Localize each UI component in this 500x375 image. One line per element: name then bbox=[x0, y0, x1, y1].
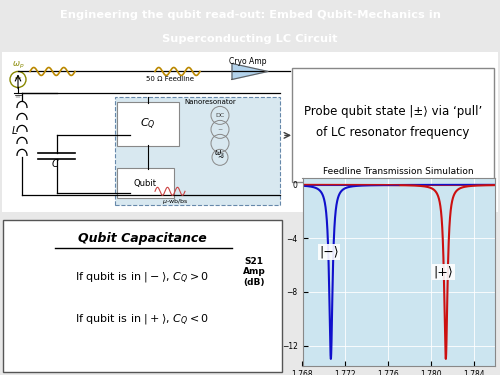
Text: $L$: $L$ bbox=[10, 124, 18, 136]
Text: $C$: $C$ bbox=[50, 158, 59, 170]
FancyBboxPatch shape bbox=[115, 98, 280, 205]
Polygon shape bbox=[232, 63, 268, 80]
FancyBboxPatch shape bbox=[8, 56, 288, 207]
Text: $\omega_p$: $\omega_p$ bbox=[12, 60, 24, 71]
Text: $\mu$-wb/bs: $\mu$-wb/bs bbox=[162, 197, 188, 206]
Text: Engineering the qubit read-out: Embed Qubit-Mechanics in: Engineering the qubit read-out: Embed Qu… bbox=[60, 10, 440, 20]
Text: ~: ~ bbox=[218, 127, 222, 132]
Y-axis label: S21
Amp
(dB): S21 Amp (dB) bbox=[242, 257, 266, 287]
FancyBboxPatch shape bbox=[117, 168, 174, 198]
Text: $C_Q$: $C_Q$ bbox=[140, 117, 156, 132]
Text: $\omega_s$: $\omega_s$ bbox=[214, 148, 226, 159]
Text: If qubit is in $|-\rangle$, $C_Q > 0$: If qubit is in $|-\rangle$, $C_Q > 0$ bbox=[75, 271, 209, 285]
Text: Qubit: Qubit bbox=[134, 179, 156, 188]
Text: |+⟩: |+⟩ bbox=[434, 266, 454, 278]
Text: Superconducting LC Circuit: Superconducting LC Circuit bbox=[162, 34, 338, 44]
Title: Feedline Transmission Simulation: Feedline Transmission Simulation bbox=[324, 167, 474, 176]
Text: Nanoresonator: Nanoresonator bbox=[184, 99, 236, 105]
Text: If qubit is in $|+\rangle$, $C_Q < 0$: If qubit is in $|+\rangle$, $C_Q < 0$ bbox=[75, 313, 209, 327]
Text: Cryo Amp: Cryo Amp bbox=[229, 57, 267, 66]
FancyBboxPatch shape bbox=[3, 220, 282, 372]
Text: |−⟩: |−⟩ bbox=[320, 245, 339, 258]
FancyBboxPatch shape bbox=[117, 102, 179, 146]
Text: Qubit Capacitance: Qubit Capacitance bbox=[78, 232, 206, 245]
FancyBboxPatch shape bbox=[292, 69, 494, 182]
Text: Probe qubit state |±⟩ via ‘pull’
of LC resonator frequency: Probe qubit state |±⟩ via ‘pull’ of LC r… bbox=[304, 105, 482, 140]
FancyBboxPatch shape bbox=[2, 53, 498, 212]
Text: 50 Ω Feedline: 50 Ω Feedline bbox=[146, 76, 194, 82]
Text: ~: ~ bbox=[217, 153, 223, 162]
Text: DC: DC bbox=[216, 113, 224, 118]
Text: ~: ~ bbox=[14, 75, 22, 84]
